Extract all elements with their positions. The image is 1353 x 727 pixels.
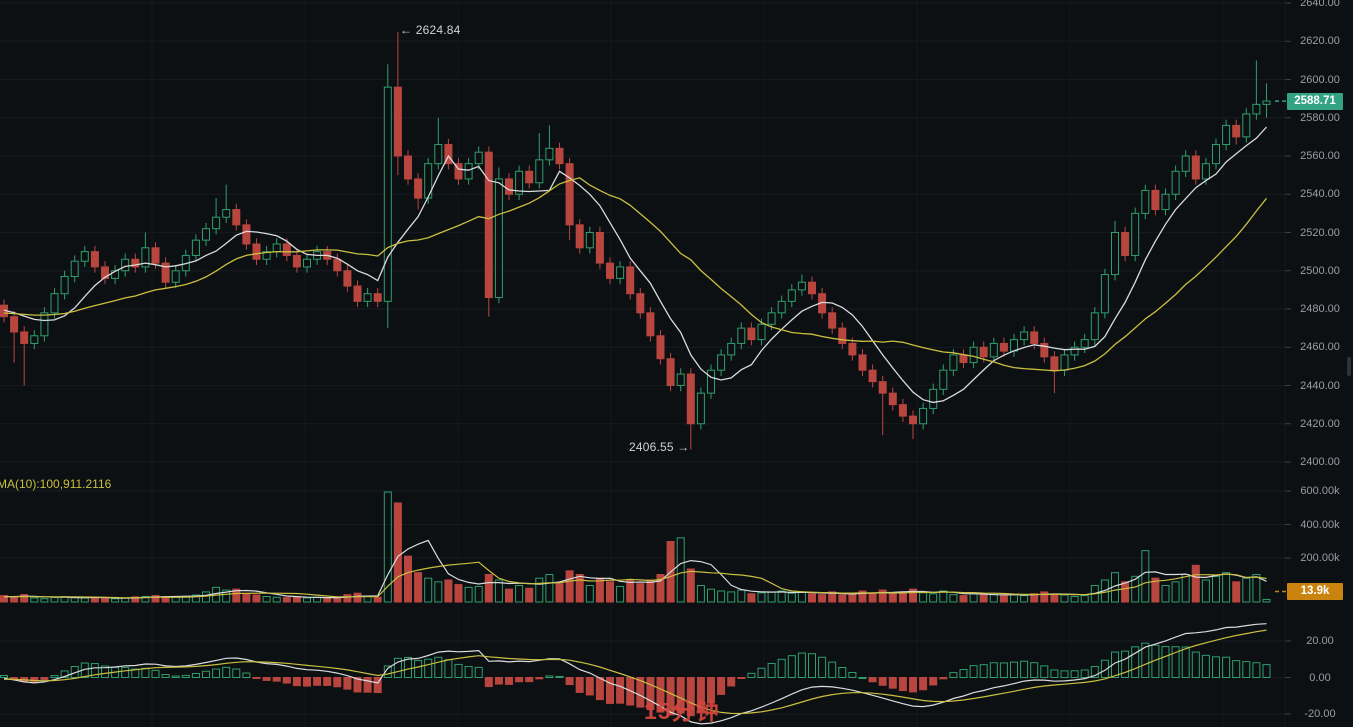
last-price-badge: 2588.71: [1287, 93, 1343, 110]
price-axis-tick: 2460.00: [1300, 341, 1340, 354]
volume-axis-tick: 200.00k: [1300, 552, 1340, 564]
price-axis-tick: 2580.00: [1300, 111, 1340, 124]
price-axis-tick: 2500.00: [1300, 264, 1340, 277]
price-axis-tick: 2520.00: [1300, 226, 1340, 239]
indicator-axis-tick: 0.00: [1309, 671, 1331, 684]
price-axis-tick: 2440.00: [1300, 379, 1340, 392]
price-axis-tick: 2540.00: [1300, 188, 1340, 201]
indicator-axis-tick: -20.00: [1304, 708, 1336, 720]
price-axis-tick: 2600.00: [1300, 73, 1340, 86]
volume-axis-tick: 400.00k: [1300, 518, 1340, 531]
price-axis-tick: 2560.00: [1300, 150, 1340, 162]
price-axis-tick: 2420.00: [1300, 417, 1340, 430]
indicator-axis-tick: 20.00: [1306, 635, 1334, 647]
volume-axis-tick: 600.00k: [1300, 485, 1340, 497]
price-axis-tick: 2480.00: [1300, 303, 1340, 315]
last-volume-badge: 13.9k: [1287, 583, 1343, 600]
price-axis-tick: 2400.00: [1300, 456, 1340, 468]
axis-scrollbar-handle[interactable]: [1347, 357, 1351, 376]
price-axis-tick: 2620.00: [1300, 35, 1340, 48]
price-axis-tick: 2640.00: [1300, 0, 1340, 9]
